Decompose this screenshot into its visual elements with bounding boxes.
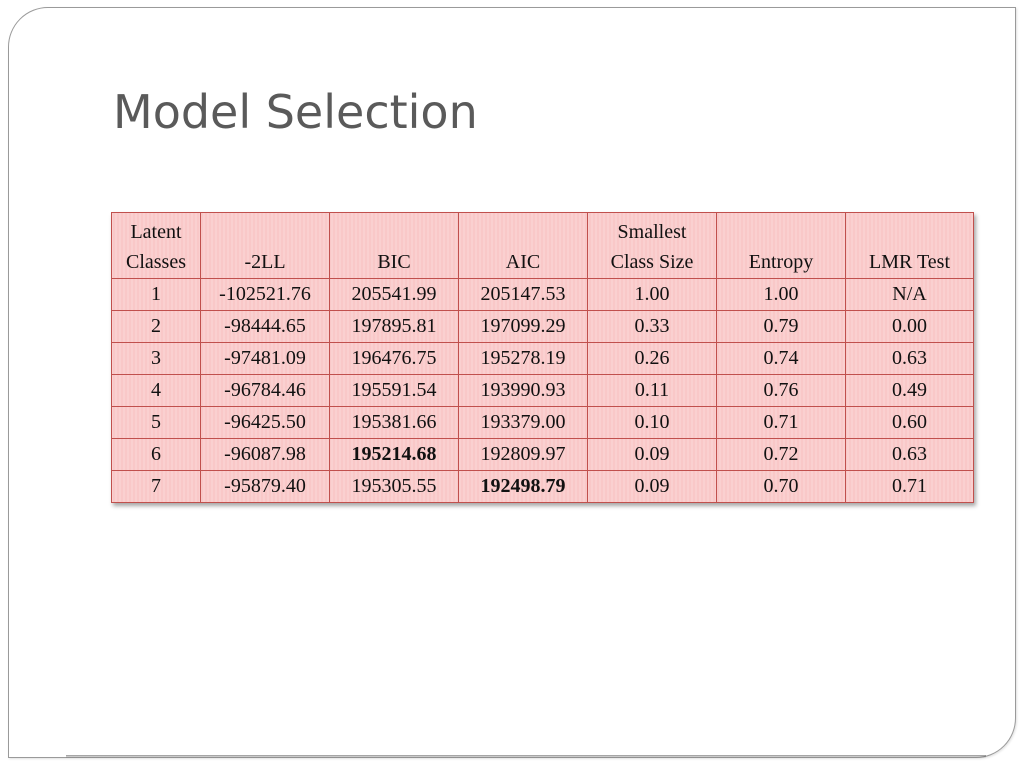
- cell-smallest: 0.10: [587, 406, 717, 439]
- cell-neg2ll: -95879.40: [200, 470, 330, 503]
- cell-lmr: 0.00: [845, 310, 974, 343]
- cell-smallest: 1.00: [587, 278, 717, 311]
- cell-smallest: 0.11: [587, 374, 717, 407]
- cell-neg2ll: -102521.76: [200, 278, 330, 311]
- cell-smallest: 0.09: [587, 438, 717, 471]
- cell-lmr: 0.71: [845, 470, 974, 503]
- cell-classes: 7: [111, 470, 201, 503]
- cell-aic-best: 192498.79: [458, 470, 588, 503]
- cell-entropy: 0.72: [716, 438, 846, 471]
- header-entropy: Entropy: [716, 212, 846, 279]
- cell-bic-best: 195214.68: [329, 438, 459, 471]
- table-row: 6 -96087.98 195214.68 192809.97 0.09 0.7…: [111, 438, 974, 471]
- header-smallest-line2: Class Size: [610, 251, 694, 273]
- header-aic: AIC: [458, 212, 588, 279]
- cell-bic: 195381.66: [329, 406, 459, 439]
- cell-bic: 196476.75: [329, 342, 459, 375]
- cell-classes: 3: [111, 342, 201, 375]
- cell-entropy: 0.76: [716, 374, 846, 407]
- header-latent-classes: Latent Classes: [111, 212, 201, 279]
- table-row: 2 -98444.65 197895.81 197099.29 0.33 0.7…: [111, 310, 974, 343]
- header-smallest-line1: Smallest: [617, 221, 687, 243]
- cell-aic: 195278.19: [458, 342, 588, 375]
- header-latent-line2: Classes: [126, 251, 186, 273]
- cell-neg2ll: -97481.09: [200, 342, 330, 375]
- cell-smallest: 0.26: [587, 342, 717, 375]
- table-row: 5 -96425.50 195381.66 193379.00 0.10 0.7…: [111, 406, 974, 439]
- cell-bic: 205541.99: [329, 278, 459, 311]
- header-neg2ll: -2LL: [200, 212, 330, 279]
- model-selection-table: Latent Classes -2LL BIC AIC Smallest Cla…: [111, 212, 974, 503]
- cell-smallest: 0.33: [587, 310, 717, 343]
- cell-bic: 195305.55: [329, 470, 459, 503]
- slide-bottom-shadow: [66, 755, 986, 758]
- cell-classes: 6: [111, 438, 201, 471]
- cell-aic: 205147.53: [458, 278, 588, 311]
- cell-classes: 4: [111, 374, 201, 407]
- table-header-row: Latent Classes -2LL BIC AIC Smallest Cla…: [111, 212, 974, 279]
- cell-entropy: 0.71: [716, 406, 846, 439]
- slide-title: Model Selection: [113, 85, 478, 139]
- cell-neg2ll: -96087.98: [200, 438, 330, 471]
- cell-aic: 192809.97: [458, 438, 588, 471]
- cell-bic: 195591.54: [329, 374, 459, 407]
- cell-lmr: N/A: [845, 278, 974, 311]
- cell-aic: 193379.00: [458, 406, 588, 439]
- cell-aic: 197099.29: [458, 310, 588, 343]
- cell-neg2ll: -96784.46: [200, 374, 330, 407]
- cell-entropy: 0.79: [716, 310, 846, 343]
- cell-aic: 193990.93: [458, 374, 588, 407]
- cell-classes: 2: [111, 310, 201, 343]
- header-bic: BIC: [329, 212, 459, 279]
- table-row: 4 -96784.46 195591.54 193990.93 0.11 0.7…: [111, 374, 974, 407]
- cell-lmr: 0.63: [845, 438, 974, 471]
- cell-classes: 5: [111, 406, 201, 439]
- cell-entropy: 1.00: [716, 278, 846, 311]
- cell-lmr: 0.63: [845, 342, 974, 375]
- cell-neg2ll: -98444.65: [200, 310, 330, 343]
- cell-neg2ll: -96425.50: [200, 406, 330, 439]
- header-lmr-test: LMR Test: [845, 212, 974, 279]
- header-smallest-class-size: Smallest Class Size: [587, 212, 717, 279]
- cell-lmr: 0.49: [845, 374, 974, 407]
- cell-bic: 197895.81: [329, 310, 459, 343]
- cell-lmr: 0.60: [845, 406, 974, 439]
- table-row: 3 -97481.09 196476.75 195278.19 0.26 0.7…: [111, 342, 974, 375]
- cell-smallest: 0.09: [587, 470, 717, 503]
- table-row: 7 -95879.40 195305.55 192498.79 0.09 0.7…: [111, 470, 974, 503]
- table-row: 1 -102521.76 205541.99 205147.53 1.00 1.…: [111, 278, 974, 311]
- cell-entropy: 0.70: [716, 470, 846, 503]
- cell-entropy: 0.74: [716, 342, 846, 375]
- cell-classes: 1: [111, 278, 201, 311]
- header-latent-line1: Latent: [130, 221, 182, 243]
